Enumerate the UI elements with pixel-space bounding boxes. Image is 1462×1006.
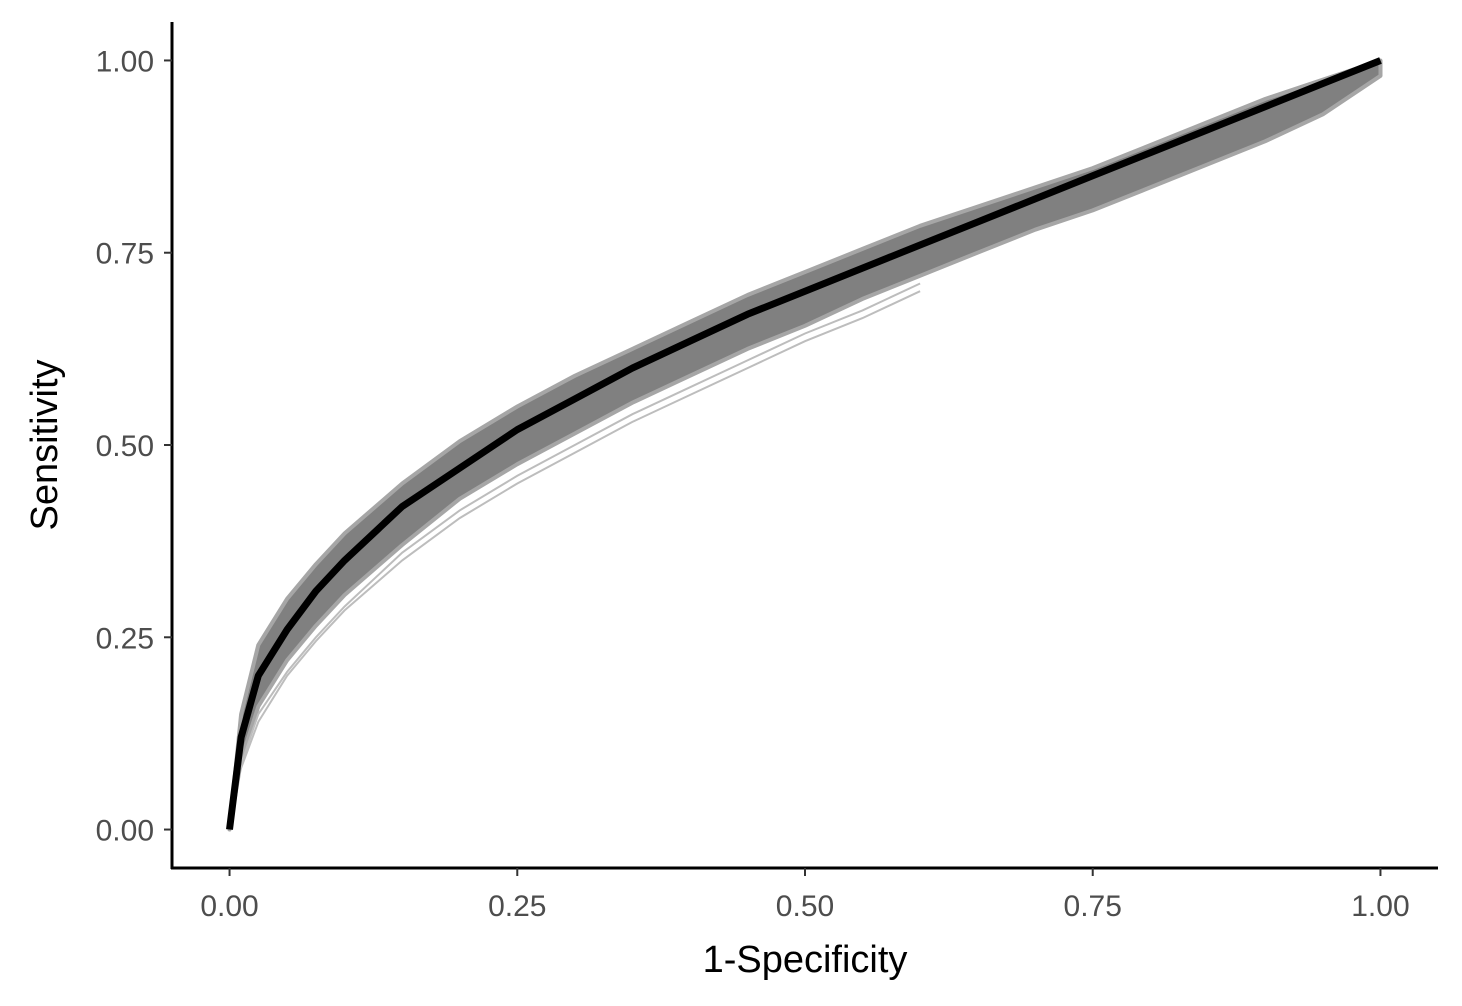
x-tick-label: 0.50 bbox=[776, 890, 834, 923]
x-tick-label: 1.00 bbox=[1351, 890, 1409, 923]
tick-labels-layer: 0.00 0.25 0.50 0.75 1.00 0.00 0.25 0.50 0.75 1.00 bbox=[96, 45, 1410, 923]
roc-curve-line bbox=[226, 57, 1382, 830]
y-tick-label: 0.00 bbox=[96, 815, 154, 848]
bootstrap-curve-1 bbox=[240, 290, 921, 769]
y-tick-label: 0.25 bbox=[96, 622, 154, 655]
confidence-band bbox=[227, 58, 1383, 832]
x-tick-label: 0.75 bbox=[1064, 890, 1122, 923]
x-tick-label: 0.25 bbox=[488, 890, 546, 923]
x-tick-label: 0.00 bbox=[200, 890, 258, 923]
y-tick-label: 0.50 bbox=[96, 430, 154, 463]
y-axis-title: Sensitivity bbox=[24, 359, 66, 530]
y-tick-label: 1.00 bbox=[96, 45, 154, 78]
y-tick-label: 0.75 bbox=[96, 238, 154, 271]
x-axis-title: 1-Specificity bbox=[703, 939, 908, 981]
main-curve-layer bbox=[226, 57, 1382, 830]
bootstrap-curve-2 bbox=[240, 282, 921, 765]
confidence-band-layer bbox=[227, 58, 1383, 832]
bootstrap-curves-layer bbox=[240, 282, 921, 769]
